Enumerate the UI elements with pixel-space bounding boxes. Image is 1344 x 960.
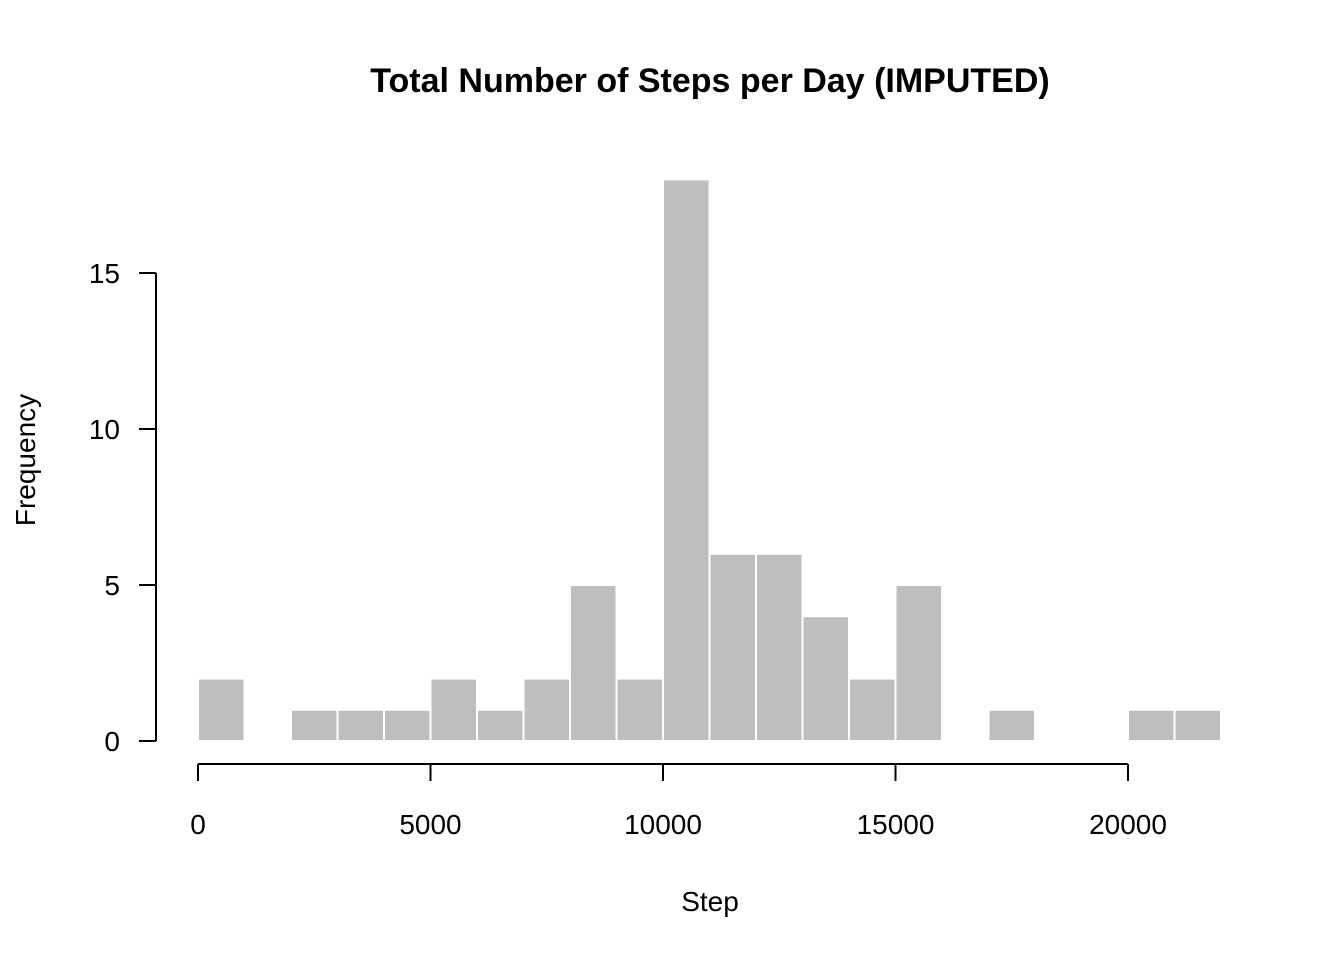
histogram-bar <box>290 708 339 742</box>
histogram-bar <box>708 552 757 742</box>
x-axis: 0 5000 10000 15000 20000 <box>190 763 1167 840</box>
x-tick-label: 10000 <box>624 809 702 840</box>
y-tick-label: 15 <box>89 258 120 289</box>
histogram-bar <box>429 677 478 742</box>
histogram-bar <box>801 615 850 743</box>
histogram-bar <box>755 552 804 742</box>
y-axis: 0 5 10 15 <box>89 258 157 757</box>
y-tick-label: 5 <box>104 570 120 601</box>
x-tick-label: 15000 <box>857 809 935 840</box>
histogram-bar <box>615 677 664 742</box>
histogram-bar <box>197 677 246 742</box>
histogram-bar <box>987 708 1036 742</box>
bars-layer <box>197 178 1222 743</box>
histogram-bar <box>848 677 897 742</box>
x-axis-title: Step <box>681 886 739 917</box>
histogram-bar <box>336 708 385 742</box>
histogram-bar <box>383 708 432 742</box>
histogram-bar <box>1127 708 1176 742</box>
histogram-bar <box>522 677 571 742</box>
chart-title: Total Number of Steps per Day (IMPUTED) <box>370 62 1049 100</box>
histogram-bar <box>894 584 943 742</box>
y-tick-label: 10 <box>89 414 120 445</box>
histogram-bar <box>476 708 525 742</box>
y-axis-title: Frequency <box>10 394 41 526</box>
x-tick-label: 0 <box>190 809 206 840</box>
x-tick-label: 20000 <box>1089 809 1167 840</box>
histogram-bar <box>662 178 711 742</box>
histogram-bar <box>1173 708 1222 742</box>
x-tick-label: 5000 <box>399 809 461 840</box>
histogram-bar <box>569 584 618 742</box>
y-tick-label: 0 <box>104 726 120 757</box>
